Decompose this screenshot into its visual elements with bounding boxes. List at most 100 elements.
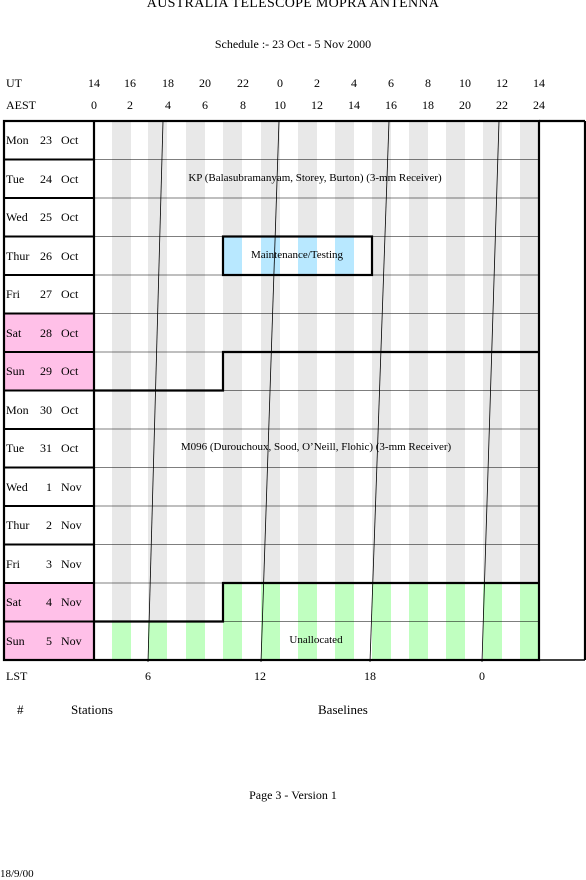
hour-stripe bbox=[372, 429, 391, 468]
hour-stripe bbox=[298, 313, 317, 352]
hour-stripe bbox=[186, 275, 205, 314]
hour-stripe bbox=[520, 198, 539, 237]
hour-stripe bbox=[409, 390, 428, 429]
hour-stripe bbox=[446, 544, 465, 583]
aest-tick-label: 2 bbox=[127, 98, 133, 112]
lst-line bbox=[369, 120, 390, 663]
hour-stripe bbox=[446, 583, 465, 622]
hour-stripe bbox=[298, 121, 317, 160]
hour-stripe bbox=[409, 236, 428, 275]
ut-tick-label: 2 bbox=[314, 76, 320, 90]
hour-stripe bbox=[298, 506, 317, 545]
hour-stripe bbox=[446, 159, 465, 198]
hour-stripe bbox=[186, 621, 205, 660]
hour-stripe bbox=[372, 275, 391, 314]
hour-stripe bbox=[298, 198, 317, 237]
hour-stripe bbox=[223, 621, 242, 660]
ut-tick-label: 10 bbox=[459, 76, 471, 90]
day-month: Nov bbox=[61, 518, 82, 532]
weekend-highlight bbox=[4, 621, 94, 660]
hour-stripe bbox=[409, 198, 428, 237]
hour-stripe bbox=[223, 583, 242, 622]
hour-stripe bbox=[298, 583, 317, 622]
ut-tick-label: 0 bbox=[277, 76, 283, 90]
hour-stripe bbox=[186, 352, 205, 391]
footer-page-version: Page 3 - Version 1 bbox=[249, 788, 337, 802]
hour-stripe bbox=[446, 275, 465, 314]
aest-tick-label: 0 bbox=[91, 98, 97, 112]
hour-stripe bbox=[483, 275, 502, 314]
aest-tick-label: 8 bbox=[240, 98, 246, 112]
hour-stripe bbox=[483, 583, 502, 622]
hour-stripe bbox=[520, 390, 539, 429]
hour-stripe bbox=[223, 159, 242, 198]
hour-stripe bbox=[483, 159, 502, 198]
project-boundary bbox=[94, 350, 539, 392]
hour-stripe bbox=[148, 506, 167, 545]
aest-tick-label: 24 bbox=[533, 98, 545, 112]
hour-stripe bbox=[520, 429, 539, 468]
hour-stripe bbox=[148, 159, 167, 198]
hour-stripe bbox=[372, 121, 391, 160]
hour-stripe bbox=[483, 621, 502, 660]
day-weekday: Mon bbox=[6, 133, 29, 147]
hour-stripe bbox=[409, 467, 428, 506]
day-month: Oct bbox=[61, 248, 79, 263]
hour-stripe bbox=[335, 544, 354, 583]
weekend-highlight bbox=[4, 352, 94, 391]
page-title: AUSTRALIA TELESCOPE MOPRA ANTENNA bbox=[146, 0, 440, 11]
hour-stripe bbox=[520, 275, 539, 314]
hour-stripe bbox=[409, 121, 428, 160]
lst-tick-label: 6 bbox=[145, 669, 151, 683]
hour-stripe bbox=[335, 429, 354, 468]
day-weekday: Sat bbox=[6, 325, 22, 340]
lst-line bbox=[260, 120, 280, 663]
hour-stripe bbox=[335, 121, 354, 160]
day-weekday: Fri bbox=[6, 556, 21, 571]
hour-stripe bbox=[409, 544, 428, 583]
hour-stripe bbox=[112, 506, 131, 545]
hour-stripe bbox=[148, 583, 167, 622]
hour-stripe bbox=[223, 313, 242, 352]
hour-stripe bbox=[520, 583, 539, 622]
hour-stripe bbox=[520, 544, 539, 583]
hour-stripe bbox=[446, 313, 465, 352]
day-date: 23 bbox=[40, 133, 52, 147]
hour-stripe bbox=[261, 429, 280, 468]
hour-stripe bbox=[483, 236, 502, 275]
hour-stripe bbox=[261, 159, 280, 198]
hour-stripe bbox=[112, 544, 131, 583]
hour-stripe bbox=[223, 506, 242, 545]
lst-tick-label: 0 bbox=[479, 669, 485, 683]
hour-stripe bbox=[298, 467, 317, 506]
maintenance-block bbox=[221, 235, 374, 277]
hour-stripe bbox=[261, 506, 280, 545]
hour-stripe bbox=[186, 236, 205, 275]
hour-stripe bbox=[112, 121, 131, 160]
hour-stripe bbox=[261, 583, 280, 622]
hour-stripe bbox=[372, 506, 391, 545]
hour-stripe bbox=[261, 390, 280, 429]
day-date: 1 bbox=[46, 479, 52, 494]
hour-stripe bbox=[112, 275, 131, 314]
ut-tick-label: 18 bbox=[162, 76, 174, 90]
day-date: 31 bbox=[40, 441, 52, 455]
day-month: Oct bbox=[61, 402, 79, 417]
m096-block-label: M096 (Durouchoux, Sood, O’Neill, Flohic)… bbox=[180, 441, 452, 453]
hour-stripe bbox=[223, 236, 242, 275]
weekend-highlight bbox=[4, 583, 94, 622]
hour-stripe bbox=[186, 467, 205, 506]
day-date: 26 bbox=[40, 248, 52, 263]
ut-tick-label: 16 bbox=[124, 76, 136, 90]
hour-stripe bbox=[261, 121, 280, 160]
hour-stripe bbox=[483, 467, 502, 506]
hour-stripe bbox=[483, 506, 502, 545]
hour-stripe bbox=[446, 506, 465, 545]
hour-stripe bbox=[409, 506, 428, 545]
hour-stripe bbox=[186, 121, 205, 160]
hour-stripe bbox=[112, 313, 131, 352]
hour-stripe bbox=[298, 275, 317, 314]
hour-stripe bbox=[223, 390, 242, 429]
hour-stripe bbox=[409, 159, 428, 198]
day-weekday: Wed bbox=[6, 479, 28, 494]
